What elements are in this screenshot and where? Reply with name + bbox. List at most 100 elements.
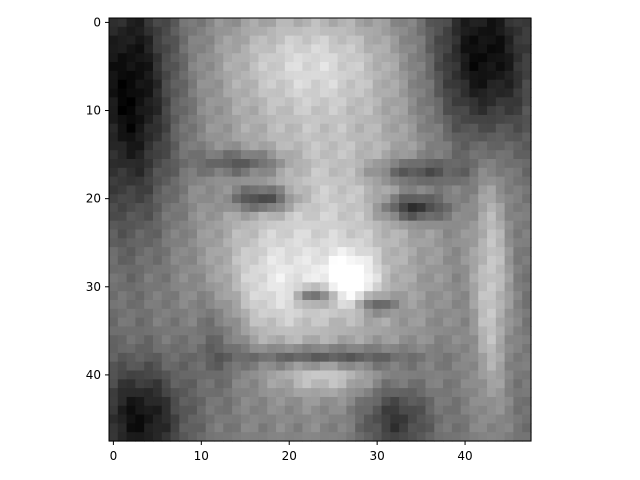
image-pixel <box>346 159 356 169</box>
image-pixel <box>109 194 119 204</box>
image-pixel <box>161 291 172 301</box>
image-pixel <box>232 247 242 257</box>
image-pixel <box>258 317 268 328</box>
image-pixel <box>232 53 242 63</box>
image-pixel <box>407 150 418 160</box>
image-pixel <box>513 432 523 442</box>
image-pixel <box>469 370 479 380</box>
image-pixel <box>522 300 532 310</box>
image-pixel <box>451 273 462 283</box>
image-pixel <box>249 106 260 116</box>
image-pixel <box>434 18 444 28</box>
image-pixel <box>161 88 172 98</box>
image-pixel <box>355 414 365 424</box>
image-pixel <box>522 229 532 239</box>
image-pixel <box>504 123 515 134</box>
image-pixel <box>311 247 321 257</box>
image-pixel <box>205 88 216 98</box>
image-pixel <box>469 203 479 213</box>
image-pixel <box>346 106 356 116</box>
image-pixel <box>196 229 207 239</box>
image-pixel <box>390 344 400 354</box>
image-pixel <box>478 247 488 257</box>
image-pixel <box>135 141 145 151</box>
image-pixel <box>196 79 207 90</box>
image-pixel <box>302 220 312 231</box>
image-pixel <box>284 300 295 310</box>
image-pixel <box>460 423 471 433</box>
image-pixel <box>425 379 435 389</box>
image-pixel <box>513 388 523 398</box>
image-pixel <box>214 247 224 257</box>
image-pixel <box>363 229 374 239</box>
image-pixel <box>214 414 224 424</box>
image-pixel <box>443 18 453 28</box>
image-pixel <box>337 273 347 283</box>
image-pixel <box>451 264 462 275</box>
image-pixel <box>469 361 479 372</box>
image-pixel <box>293 388 304 398</box>
image-pixel <box>196 53 207 63</box>
image-pixel <box>355 264 365 275</box>
image-pixel <box>170 167 180 178</box>
image-pixel <box>504 194 515 204</box>
image-pixel <box>161 70 172 81</box>
image-pixel <box>179 203 189 213</box>
image-pixel <box>478 132 488 142</box>
image-pixel <box>126 220 136 231</box>
image-pixel <box>284 396 295 407</box>
image-pixel <box>355 194 365 204</box>
image-pixel <box>284 159 295 169</box>
image-pixel <box>240 352 251 363</box>
image-pixel <box>302 352 312 363</box>
image-pixel <box>267 414 277 424</box>
image-pixel <box>302 264 312 275</box>
image-pixel <box>381 220 391 231</box>
image-pixel <box>196 291 207 301</box>
image-pixel <box>232 18 242 28</box>
image-pixel <box>390 35 400 46</box>
image-pixel <box>161 220 172 231</box>
image-pixel <box>495 159 506 169</box>
image-pixel <box>372 26 383 37</box>
image-pixel <box>381 62 391 72</box>
image-pixel <box>443 370 453 380</box>
image-pixel <box>522 70 532 81</box>
image-pixel <box>478 414 488 424</box>
image-pixel <box>346 432 356 442</box>
image-pixel <box>495 70 506 81</box>
image-pixel <box>320 361 330 372</box>
image-pixel <box>179 282 189 292</box>
image-pixel <box>513 220 523 231</box>
image-pixel <box>372 432 383 442</box>
image-pixel <box>478 150 488 160</box>
image-pixel <box>372 379 383 389</box>
image-pixel <box>109 79 119 90</box>
image-pixel <box>390 220 400 231</box>
image-pixel <box>363 185 374 195</box>
image-pixel <box>240 132 251 142</box>
image-pixel <box>399 62 409 72</box>
image-pixel <box>258 62 268 72</box>
image-pixel <box>276 167 286 178</box>
image-pixel <box>320 176 330 187</box>
image-pixel <box>337 53 347 63</box>
image-pixel <box>258 238 268 248</box>
image-pixel <box>284 220 295 231</box>
image-pixel <box>152 423 163 433</box>
image-pixel <box>302 185 312 195</box>
image-pixel <box>416 53 427 63</box>
image-pixel <box>390 106 400 116</box>
image-pixel <box>267 220 277 231</box>
image-pixel <box>328 335 339 345</box>
image-pixel <box>196 88 207 98</box>
image-pixel <box>240 106 251 116</box>
image-pixel <box>495 317 506 328</box>
image-pixel <box>469 255 479 266</box>
image-pixel <box>390 211 400 222</box>
image-pixel <box>214 423 224 433</box>
image-pixel <box>117 150 128 160</box>
image-pixel <box>170 238 180 248</box>
image-pixel <box>293 70 304 81</box>
image-pixel <box>399 370 409 380</box>
